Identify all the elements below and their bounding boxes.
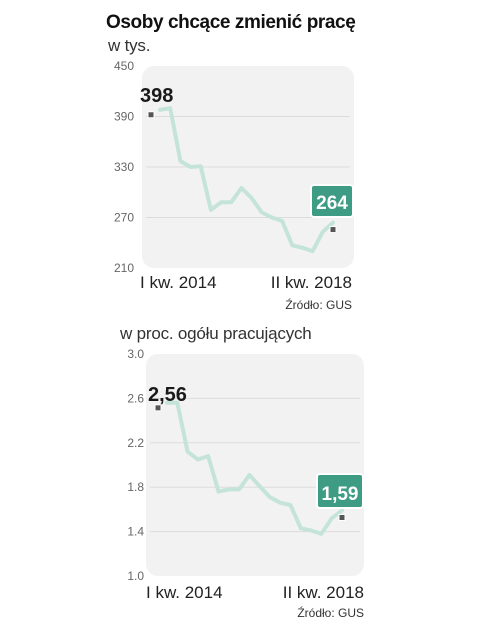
chart-2-xtick-label-end: II kw. 2018: [283, 583, 364, 602]
chart-2-ytick-label: 1.8: [127, 480, 144, 494]
chart-2-ytick-label: 1.0: [127, 569, 144, 583]
chart-2-ytick-label: 2.2: [127, 436, 144, 450]
chart-2-ytick-label: 1.4: [127, 525, 144, 539]
chart-2-ytick-label: 3.0: [127, 347, 144, 361]
chart-2-xtick-label-start: I kw. 2014: [146, 583, 223, 602]
chart-2-end-value-label: 1,59: [322, 484, 359, 505]
chart-2-ytick-label: 2.6: [127, 391, 144, 405]
chart-2-end-marker: [339, 515, 345, 521]
chart-2-start-value-label: 2,56: [148, 384, 187, 406]
chart-2-source-note: Źródło: GUS: [297, 605, 364, 620]
